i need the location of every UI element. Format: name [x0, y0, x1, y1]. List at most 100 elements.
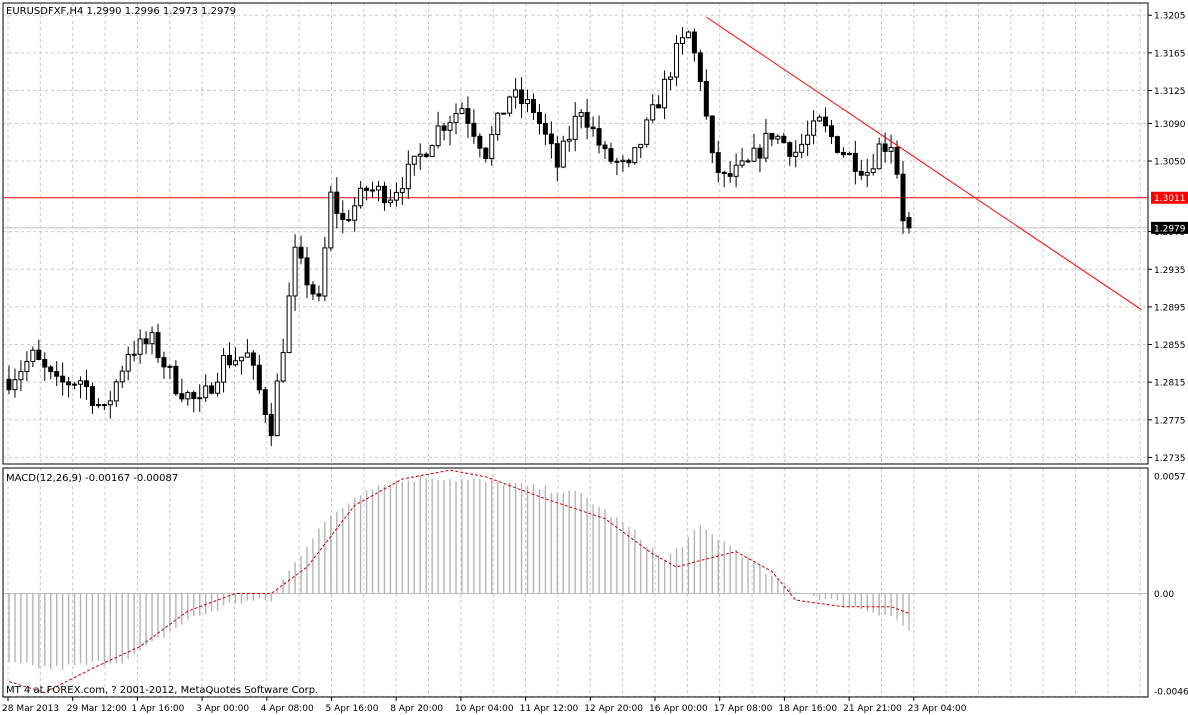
candle	[834, 135, 840, 154]
candle	[787, 141, 793, 166]
candle	[262, 386, 268, 423]
candle-body-bull	[560, 140, 566, 168]
time-tick-label: 5 Apr 16:00	[326, 704, 379, 714]
price-levels	[3, 197, 1148, 229]
candle-body-bull	[668, 76, 674, 80]
candle	[215, 372, 221, 397]
candle-body-bull	[525, 99, 531, 105]
candle	[548, 121, 554, 159]
candle-body-bull	[632, 147, 638, 164]
candle-body-bear	[834, 136, 840, 153]
candle-body-bear	[608, 148, 614, 162]
candle-body-bear	[697, 52, 703, 83]
candle	[274, 373, 280, 437]
candle	[429, 144, 435, 158]
candle	[453, 103, 459, 135]
candle-body-bear	[471, 122, 477, 137]
candle	[48, 365, 54, 380]
candle	[554, 136, 560, 182]
candle-body-bull	[876, 143, 882, 170]
candle-body-bear	[298, 246, 304, 259]
candle-body-bull	[399, 188, 405, 193]
candle	[626, 158, 632, 168]
candle-body-bull	[662, 78, 668, 109]
candle-body-bull	[352, 205, 358, 221]
trendline[interactable]	[706, 16, 1142, 311]
candle	[781, 132, 787, 144]
candle-body-bear	[161, 357, 167, 368]
candle	[840, 147, 846, 158]
candle-body-bull	[489, 134, 495, 159]
symbol-info: EURUSDFXF,H4 1.2990 1.2996 1.2973 1.2979	[6, 6, 236, 17]
time-tick-label: 8 Apr 20:00	[390, 704, 443, 714]
candle	[566, 126, 572, 152]
candle-body-bear	[787, 142, 793, 157]
candle-body-bear	[227, 355, 233, 366]
candle-body-bear	[381, 185, 387, 204]
candle	[894, 140, 900, 179]
candle-body-bull	[72, 383, 78, 386]
candle	[250, 350, 256, 380]
candle	[209, 382, 215, 395]
candle	[185, 390, 191, 406]
candle-body-bear	[548, 133, 554, 145]
candle	[238, 356, 244, 375]
candle	[173, 360, 179, 397]
candle-body-bear	[304, 257, 310, 286]
candle-body-bull	[447, 122, 453, 131]
candle	[769, 132, 775, 147]
candle-body-bear	[310, 284, 316, 295]
candle	[656, 95, 662, 109]
candle	[113, 379, 119, 408]
price-tick-label: 1.2815	[1154, 379, 1186, 389]
candle	[30, 346, 36, 368]
candle-body-bear	[262, 389, 268, 415]
candle-body-bull	[685, 31, 691, 39]
candle-body-bear	[101, 404, 107, 407]
time-tick-label: 18 Apr 16:00	[778, 704, 837, 714]
candle-body-bull	[578, 112, 584, 117]
candle-body-bull	[888, 146, 894, 152]
candle-body-bull	[572, 115, 578, 140]
candle	[477, 133, 483, 158]
candle	[179, 378, 185, 403]
candle	[715, 140, 721, 183]
candle-body-bull	[638, 143, 644, 149]
candle-body-bull	[566, 138, 572, 142]
candle-body-bull	[78, 380, 84, 385]
candle	[18, 360, 24, 392]
time-tick-label: 21 Apr 21:00	[843, 704, 902, 714]
candle	[161, 351, 167, 379]
candle	[679, 27, 685, 55]
candle-body-bear	[757, 147, 763, 159]
candle	[525, 89, 531, 113]
candle-body-bear	[709, 115, 715, 154]
candle	[167, 364, 173, 380]
candle-body-bull	[131, 353, 137, 356]
price-tick-label: 1.3125	[1154, 87, 1186, 97]
candle	[286, 282, 292, 354]
candle-body-bull	[799, 143, 805, 153]
candle	[590, 116, 596, 137]
candle	[244, 339, 250, 358]
candle	[6, 365, 12, 395]
price-panel-border	[2, 2, 1149, 465]
candle	[358, 181, 364, 209]
candle-body-bull	[221, 355, 227, 383]
candle	[256, 354, 262, 394]
candle	[596, 115, 602, 154]
candle	[811, 110, 817, 145]
candle	[83, 369, 89, 400]
candle-body-bull	[137, 338, 143, 355]
candle-body-bull	[292, 246, 298, 297]
candle	[322, 236, 328, 302]
candle-body-bear	[727, 173, 733, 177]
candle	[685, 30, 691, 39]
candle	[42, 352, 48, 381]
candle	[691, 28, 697, 62]
candle-body-bear	[602, 144, 608, 150]
candle-body-bear	[769, 132, 775, 140]
candle-body-bull	[650, 104, 656, 121]
candle	[632, 147, 638, 165]
